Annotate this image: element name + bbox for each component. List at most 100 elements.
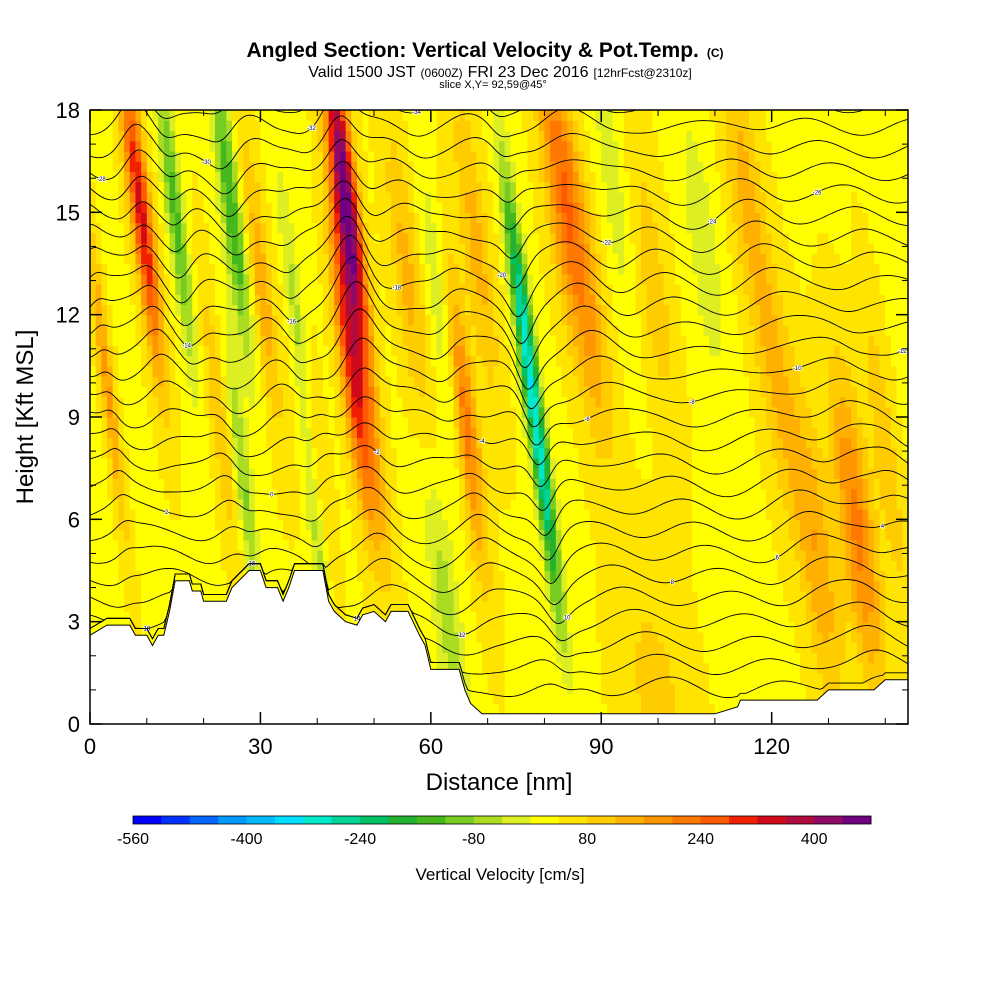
heatmap-cell <box>470 652 477 664</box>
heatmap-cell <box>101 202 108 213</box>
heatmap-cell <box>169 437 176 449</box>
heatmap-cell <box>112 150 119 162</box>
heatmap-cell <box>555 263 563 275</box>
heatmap-cell <box>413 560 421 572</box>
heatmap-cell <box>311 498 318 510</box>
heatmap-cell <box>146 140 154 152</box>
heatmap-cell <box>118 232 125 244</box>
heatmap-cell <box>356 120 364 132</box>
heatmap-cell <box>453 427 460 439</box>
heatmap-cell <box>379 294 386 306</box>
heatmap-cell <box>419 304 426 316</box>
heatmap-cell <box>152 283 159 295</box>
heatmap-cell <box>527 457 534 469</box>
heatmap-cell <box>379 447 386 459</box>
heatmap-cell <box>112 222 119 234</box>
heatmap-cell <box>95 345 102 357</box>
heatmap-cell <box>334 376 341 387</box>
heatmap-cell <box>555 590 563 602</box>
heatmap-cell <box>169 376 176 387</box>
heatmap-cell <box>124 253 131 265</box>
heatmap-cell <box>459 652 466 664</box>
heatmap-cell <box>504 273 511 285</box>
heatmap-cell <box>442 519 449 531</box>
heatmap-cell <box>283 519 290 531</box>
heatmap-cell <box>391 181 398 193</box>
heatmap-cell <box>146 427 154 439</box>
heatmap-cell <box>294 437 301 449</box>
heatmap-cell <box>271 253 279 265</box>
heatmap-cell <box>447 283 455 295</box>
heatmap-cell <box>391 478 398 490</box>
heatmap-cell <box>521 560 528 572</box>
heatmap-cell <box>192 580 199 592</box>
heatmap-cell <box>356 478 364 490</box>
heatmap-cell <box>339 243 347 254</box>
heatmap-cell <box>345 335 352 346</box>
heatmap-cell <box>112 181 119 193</box>
heatmap-cell <box>180 202 188 213</box>
heatmap-cell <box>430 243 438 254</box>
heatmap-cell <box>555 376 563 387</box>
heatmap-cell <box>300 550 307 561</box>
heatmap-cell <box>544 161 551 172</box>
heatmap-cell <box>408 539 415 551</box>
heatmap-cell <box>328 539 335 551</box>
heatmap-cell <box>311 335 318 346</box>
heatmap-cell <box>339 345 347 357</box>
heatmap-cell <box>305 396 313 408</box>
heatmap-cell <box>163 509 171 520</box>
heatmap-cell <box>436 488 443 500</box>
heatmap-cell <box>391 130 398 142</box>
heatmap-cell <box>237 243 244 254</box>
heatmap-cell <box>158 498 165 510</box>
heatmap-cell <box>311 355 318 367</box>
heatmap-cell <box>192 253 199 265</box>
heatmap-cell <box>504 683 511 694</box>
heatmap-cell <box>243 191 250 203</box>
heatmap-cell <box>442 222 449 234</box>
heatmap-cell <box>180 191 188 203</box>
heatmap-cell <box>555 396 563 408</box>
heatmap-cell <box>124 324 131 336</box>
heatmap-cell <box>533 273 540 285</box>
heatmap-cell <box>521 478 528 490</box>
heatmap-cell <box>254 130 262 142</box>
heatmap-cell <box>288 427 296 439</box>
heatmap-cell <box>430 140 438 152</box>
heatmap-cell <box>453 212 460 224</box>
heatmap-cell <box>186 529 193 541</box>
heatmap-cell <box>516 171 523 183</box>
heatmap-cell <box>146 283 154 295</box>
heatmap-cell <box>419 457 426 469</box>
heatmap-cell <box>521 120 528 132</box>
heatmap-cell <box>362 110 369 121</box>
heatmap-cell <box>328 181 335 193</box>
heatmap-cell <box>368 560 375 572</box>
heatmap-cell <box>555 427 563 439</box>
heatmap-cell <box>107 406 114 418</box>
heatmap-cell <box>476 611 483 623</box>
heatmap-cell <box>430 417 438 428</box>
heatmap-cell <box>391 202 398 213</box>
heatmap-cell <box>271 365 279 377</box>
heatmap-cell <box>379 437 386 449</box>
heatmap-cell <box>476 703 483 715</box>
heatmap-cell <box>470 683 477 694</box>
heatmap-cell <box>266 529 273 541</box>
heatmap-cell <box>544 376 551 387</box>
heatmap-cell <box>203 335 210 346</box>
heatmap-cell <box>368 386 375 398</box>
heatmap-cell <box>197 110 205 121</box>
heatmap-cell <box>163 232 171 244</box>
heatmap-cell <box>550 314 557 326</box>
heatmap-cell <box>544 243 551 254</box>
heatmap-cell <box>402 376 409 387</box>
heatmap-cell <box>510 161 517 172</box>
heatmap-cell <box>186 478 193 490</box>
heatmap-cell <box>413 232 421 244</box>
heatmap-cell <box>101 324 108 336</box>
heatmap-cell <box>481 580 489 592</box>
heatmap-cell <box>203 253 210 265</box>
heatmap-cell <box>442 202 449 213</box>
